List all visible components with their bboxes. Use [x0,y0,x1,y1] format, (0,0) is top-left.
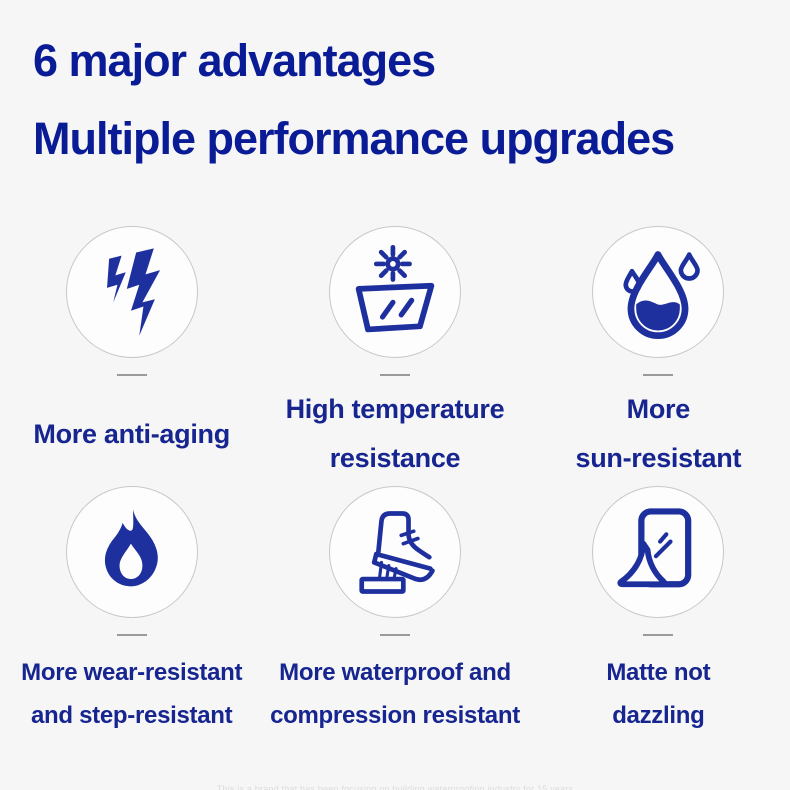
advantage-card-anti-aging: More anti-aging [0,226,263,486]
page-title-line2: Multiple performance upgrades [33,113,675,164]
advantage-caption: More sun-resistant [527,384,790,484]
advantages-grid: More anti-aging High temperatu [0,226,790,746]
water-drop-icon [592,226,725,358]
advantage-card-sun-resistant: More sun-resistant [527,226,790,486]
advantage-card-matte: Matte not dazzling [527,486,790,746]
advantage-caption: High temperature resistance [263,384,526,484]
sun-heat-icon [328,226,461,358]
advantage-card-wear-resistant: More wear-resistant and step-resistant [0,486,263,746]
flame-icon [65,486,198,618]
caption-divider [643,374,674,376]
caption-line: More waterproof and [279,659,511,686]
caption-divider [379,634,410,636]
caption-line: sun-resistant [575,443,742,473]
caption-divider [116,374,147,376]
caption-line: Matte not [606,659,711,686]
caption-line: resistance [329,443,461,473]
advantage-caption: More waterproof and compression resistan… [263,644,526,744]
lightning-icon [65,226,198,358]
advantage-card-high-temperature: High temperature resistance [263,226,526,486]
caption-line: dazzling [612,702,705,729]
advantage-caption: More anti-aging [0,384,263,484]
page-title-line1: 6 major advantages [33,35,436,86]
advantage-caption: More wear-resistant and step-resistant [0,644,263,744]
advantage-caption: Matte not dazzling [527,644,790,744]
caption-line: More [626,394,691,424]
caption-divider [379,374,410,376]
caption-line: High temperature [285,394,505,424]
boot-step-icon [328,486,461,618]
caption-line: More wear-resistant [21,659,243,686]
caption-line: and step-resistant [31,702,233,729]
caption-divider [116,634,147,636]
footer-watermark-text: This is a brand that has been focusing o… [216,784,574,790]
page-header: 6 major advantages Multiple performance … [33,22,675,178]
advantage-card-waterproof: More waterproof and compression resistan… [263,486,526,746]
caption-line: compression resistant [270,702,520,729]
caption-divider [643,634,674,636]
caption-line: More anti-aging [33,418,230,449]
matte-sheet-icon [592,486,725,618]
